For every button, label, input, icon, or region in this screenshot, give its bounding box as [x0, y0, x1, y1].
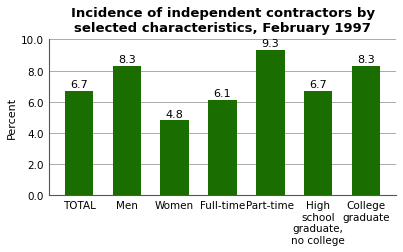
Text: 8.3: 8.3 [118, 55, 136, 65]
Bar [304, 91, 332, 196]
Y-axis label: Percent: Percent [7, 97, 17, 139]
Text: 4.8: 4.8 [166, 109, 184, 119]
Bar [256, 51, 285, 196]
Text: 8.3: 8.3 [357, 55, 375, 65]
Bar [112, 67, 141, 196]
Text: 9.3: 9.3 [262, 39, 279, 49]
Bar [65, 91, 93, 196]
Text: 6.7: 6.7 [70, 80, 88, 89]
Bar [160, 121, 189, 196]
Title: Incidence of independent contractors by
selected characteristics, February 1997: Incidence of independent contractors by … [71, 7, 374, 35]
Bar [351, 67, 380, 196]
Bar [208, 101, 237, 196]
Text: 6.7: 6.7 [309, 80, 327, 89]
Text: 6.1: 6.1 [214, 89, 231, 99]
